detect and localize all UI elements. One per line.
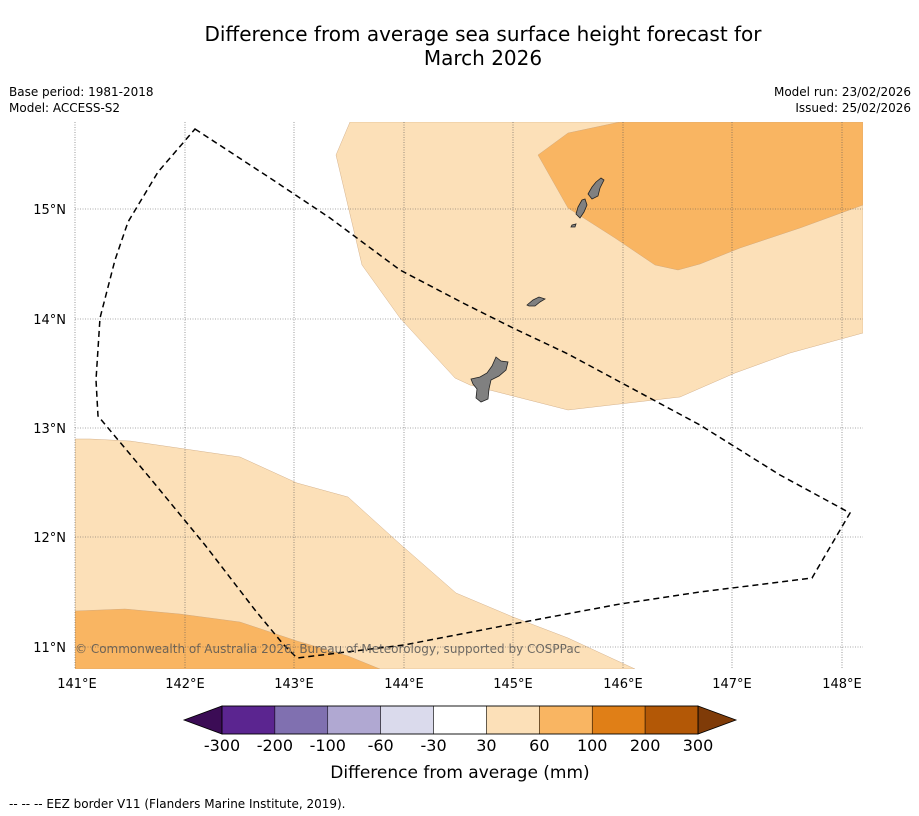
lon-label-147: 147°E xyxy=(712,677,752,692)
island-tinian xyxy=(575,198,588,219)
lat-label-15: 15°N xyxy=(33,203,66,218)
colorbar-tick-label: -100 xyxy=(310,736,346,755)
model-text: Model: ACCESS-S2 xyxy=(9,101,121,115)
meta-right: Model run: 23/02/2026 Issued: 25/02/2026 xyxy=(774,84,911,116)
lat-label-13: 13°N xyxy=(33,422,66,437)
meta-left: Base period: 1981-2018 Model: ACCESS-S2 xyxy=(9,84,154,116)
copyright-text: © Commonwealth of Australia 2026, Bureau… xyxy=(75,642,580,656)
anomaly-region-60-100-southwest xyxy=(75,608,381,669)
colorbar-tick-label: 200 xyxy=(630,736,661,755)
colorbar-segment xyxy=(433,705,487,735)
graticule xyxy=(74,122,863,669)
lon-labels: 141°E 142°E 143°E 144°E 145°E 146°E 147°… xyxy=(57,677,862,692)
colorbar-extend-high xyxy=(697,705,738,735)
island-guam xyxy=(470,356,509,403)
colorbar-segment xyxy=(221,705,276,735)
lon-label-143: 143°E xyxy=(274,677,314,692)
issued-text: Issued: 25/02/2026 xyxy=(795,101,911,115)
lon-label-142: 142°E xyxy=(165,677,205,692)
colorbar-tick-label: -30 xyxy=(420,736,446,755)
model-run-text: Model run: 23/02/2026 xyxy=(773,85,911,99)
colorbar-tick-label: -300 xyxy=(204,736,240,755)
island-saipan xyxy=(587,177,605,200)
colorbar-segment xyxy=(380,705,434,735)
lon-label-145: 145°E xyxy=(493,677,533,692)
map-title-line1: Difference from average sea surface heig… xyxy=(204,22,762,46)
lon-label-148: 148°E xyxy=(822,677,862,692)
map-title-line2: March 2026 xyxy=(423,46,543,70)
colorbar-tick-label: 30 xyxy=(476,736,496,755)
colorbar-segment xyxy=(327,705,381,735)
colorbar-tick-label: 300 xyxy=(683,736,714,755)
islands xyxy=(470,177,605,403)
colorbar-tick-label: 60 xyxy=(529,736,549,755)
island-aguijan xyxy=(570,223,577,228)
colorbar-tick-label: -60 xyxy=(368,736,394,755)
anomaly-region-30-60-southwest xyxy=(75,438,636,669)
colorbar-segment xyxy=(539,705,593,735)
colorbar-extend-low xyxy=(182,705,223,735)
colorbar-segment xyxy=(644,705,699,735)
lat-label-14: 14°N xyxy=(33,313,66,328)
colorbar-frame xyxy=(221,705,699,735)
eez-footnote: -- -- -- EEZ border V11 (Flanders Marine… xyxy=(9,797,346,811)
colorbar-segment xyxy=(591,705,646,735)
lat-label-11: 11°N xyxy=(33,641,66,656)
lon-label-141: 141°E xyxy=(57,677,97,692)
lat-label-12: 12°N xyxy=(33,531,66,546)
colorbar-segment xyxy=(274,705,329,735)
base-period-text: Base period: 1981-2018 xyxy=(9,85,154,99)
map-area xyxy=(75,122,863,669)
lon-label-146: 146°E xyxy=(603,677,643,692)
colorbar-segment xyxy=(486,705,540,735)
lon-label-144: 144°E xyxy=(384,677,424,692)
eez-border xyxy=(95,128,852,659)
lat-labels: 15°N 14°N 13°N 12°N 11°N xyxy=(33,203,66,656)
colorbar: -300 -200 -100 -60 -30 30 60 100 200 300 Differen… xyxy=(182,705,738,783)
colorbar-tick-label: 100 xyxy=(577,736,608,755)
anomaly-region-60-100-northeast xyxy=(537,122,863,271)
island-rota xyxy=(526,296,546,307)
colorbar-tick-label: -200 xyxy=(257,736,293,755)
colorbar-title: Difference from average (mm) xyxy=(330,763,589,783)
map-title: Difference from average sea surface heig… xyxy=(0,22,919,70)
